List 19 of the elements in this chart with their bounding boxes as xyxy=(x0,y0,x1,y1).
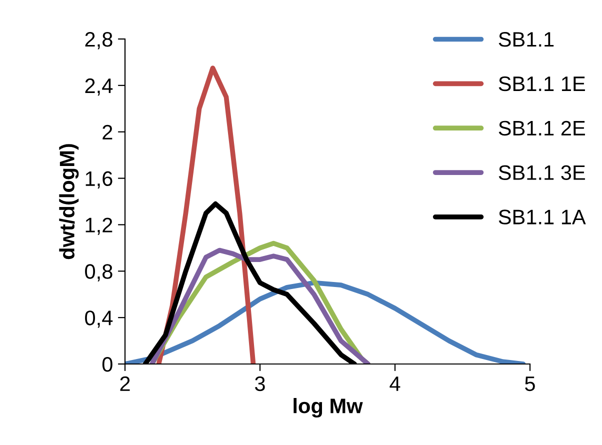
x-tick-label: 4 xyxy=(390,376,400,391)
y-tick-label: 0,8 xyxy=(85,264,112,282)
legend-label: SB1.1 3E xyxy=(498,165,585,180)
y-tick-label: 2,4 xyxy=(85,78,113,96)
legend-label: SB1.1 1A xyxy=(498,210,586,224)
y-axis-title: dwt/d(logM) xyxy=(59,144,79,260)
x-tick-label: 5 xyxy=(525,376,535,392)
legend-label: SB1.1 xyxy=(498,32,554,47)
legend-label: SB1.1 1E xyxy=(498,76,585,92)
y-tick-label: 1,2 xyxy=(86,218,112,235)
x-tick-label: 2 xyxy=(120,376,130,391)
y-tick-label: 0,4 xyxy=(85,310,113,328)
y-tick-label: 2 xyxy=(102,124,112,140)
x-tick-label: 3 xyxy=(255,376,265,392)
y-tick-label: 2,8 xyxy=(85,32,112,50)
y-tick-label: 0 xyxy=(102,357,112,372)
y-tick-label: 1,6 xyxy=(86,171,112,188)
x-axis-title: log Mw xyxy=(294,398,363,418)
legend-label: SB1.1 2E xyxy=(498,120,585,136)
